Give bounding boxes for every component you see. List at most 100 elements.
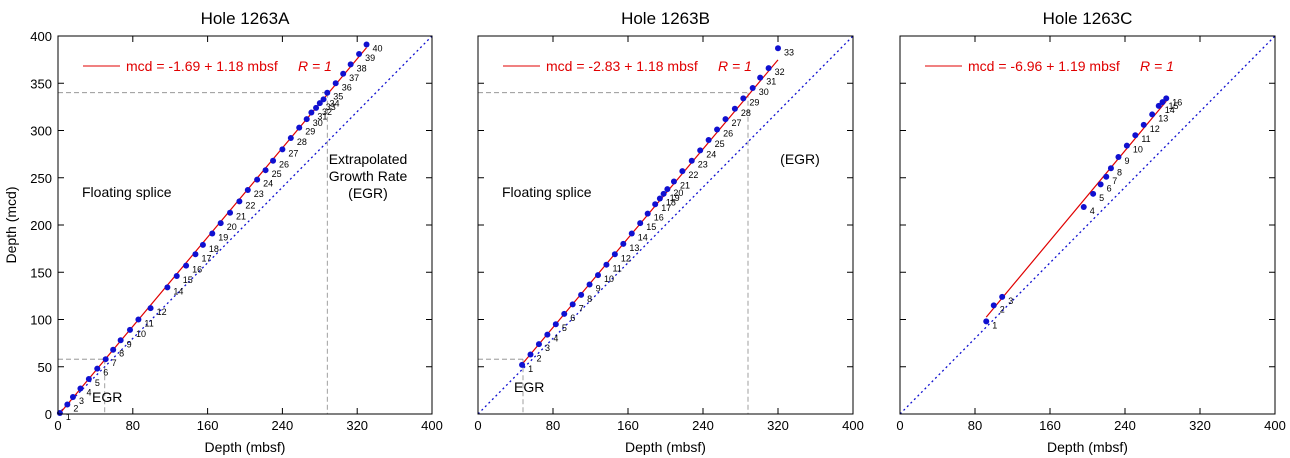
point-label-28: 28 — [297, 137, 307, 147]
data-point-12 — [1140, 121, 1147, 128]
data-point-4 — [544, 331, 551, 338]
data-point-5 — [552, 321, 559, 328]
point-label-21: 21 — [236, 212, 246, 222]
point-label-19: 19 — [670, 193, 680, 203]
chart-title: Hole 1263A — [201, 9, 291, 28]
point-label-3: 3 — [1008, 296, 1013, 306]
y-tick-label-200: 200 — [30, 218, 52, 233]
point-label-1: 1 — [66, 412, 71, 422]
point-label-25: 25 — [715, 139, 725, 149]
x-axis-label: Depth (mbsf) — [625, 439, 706, 455]
data-point-12 — [147, 305, 154, 312]
data-point-10 — [1123, 142, 1130, 149]
y-tick-label-350: 350 — [30, 76, 52, 91]
point-label-39: 39 — [365, 53, 375, 63]
point-label-25: 25 — [272, 169, 282, 179]
point-label-11: 11 — [612, 264, 621, 274]
point-label-20: 20 — [673, 188, 683, 198]
data-point-2 — [64, 401, 71, 408]
data-point-28 — [731, 105, 738, 112]
point-label-18: 18 — [666, 198, 676, 208]
data-point-26 — [270, 157, 277, 164]
point-label-29: 29 — [305, 127, 315, 137]
data-point-6 — [94, 365, 101, 372]
y-tick-label-100: 100 — [30, 313, 52, 328]
floating-splice-label: Floating splice — [82, 184, 172, 200]
data-point-27 — [722, 116, 729, 123]
data-point-9 — [586, 281, 593, 288]
x-tick-label-320: 320 — [767, 418, 789, 433]
point-label-30: 30 — [759, 87, 769, 97]
fit-equation: mcd = -6.96 + 1.19 mbsf — [968, 58, 1120, 74]
point-label-17: 17 — [661, 203, 671, 213]
data-point-29 — [740, 95, 747, 102]
x-tick-label-80: 80 — [546, 418, 560, 433]
data-point-24 — [254, 176, 261, 183]
y-tick-label-50: 50 — [38, 360, 52, 375]
panel-1: Hole 1263A123456789101112141516171819202… — [30, 9, 443, 455]
data-point-1 — [983, 318, 990, 325]
point-label-24: 24 — [263, 179, 273, 189]
point-label-10: 10 — [604, 274, 614, 284]
data-point-2 — [990, 302, 997, 309]
point-label-27: 27 — [732, 118, 742, 128]
data-point-14 — [628, 230, 635, 237]
egr-annotation-line-3: (EGR) — [348, 185, 388, 201]
point-label-8: 8 — [587, 294, 592, 304]
point-label-5: 5 — [562, 323, 567, 333]
point-label-2: 2 — [537, 353, 542, 363]
point-label-10: 10 — [136, 329, 146, 339]
point-label-9: 9 — [127, 339, 132, 349]
point-label-7: 7 — [1112, 176, 1117, 186]
point-label-4: 4 — [1090, 206, 1095, 216]
y-tick-label-300: 300 — [30, 124, 52, 139]
point-label-36: 36 — [342, 82, 352, 92]
point-label-13: 13 — [629, 243, 639, 253]
chart-title: Hole 1263C — [1043, 9, 1133, 28]
point-label-16: 16 — [654, 213, 664, 223]
floating-splice-label: Floating splice — [502, 184, 592, 200]
x-tick-label-0: 0 — [896, 418, 903, 433]
data-point-29 — [296, 124, 303, 131]
y-tick-label-0: 0 — [45, 407, 52, 422]
point-label-12: 12 — [157, 307, 167, 317]
point-label-23: 23 — [698, 160, 708, 170]
point-label-26: 26 — [723, 129, 733, 139]
chart-title: Hole 1263B — [621, 9, 710, 28]
point-label-31: 31 — [766, 77, 776, 87]
data-point-7 — [1103, 173, 1110, 180]
data-point-23 — [688, 157, 695, 164]
data-point-14 — [164, 284, 171, 291]
point-label-26: 26 — [279, 160, 289, 170]
data-point-32 — [765, 65, 772, 72]
data-point-17 — [652, 201, 659, 208]
data-point-19 — [660, 190, 667, 197]
r-value: R = 1 — [298, 58, 332, 74]
data-point-34 — [320, 96, 327, 103]
r-value: R = 1 — [1140, 58, 1174, 74]
x-tick-label-400: 400 — [421, 418, 443, 433]
point-label-8: 8 — [119, 349, 124, 359]
point-label-4: 4 — [86, 387, 91, 397]
data-point-37 — [340, 70, 347, 77]
fit-line — [985, 100, 1167, 318]
data-point-18 — [199, 241, 206, 248]
point-label-1: 1 — [528, 364, 533, 374]
x-tick-label-400: 400 — [1264, 418, 1286, 433]
point-label-14: 14 — [638, 233, 648, 243]
point-label-11: 11 — [1141, 134, 1150, 144]
egr-line — [478, 36, 853, 414]
point-label-17: 17 — [201, 253, 211, 263]
point-label-10: 10 — [1133, 145, 1143, 155]
x-tick-label-0: 0 — [54, 418, 61, 433]
y-axis-label: Depth (mcd) — [3, 186, 19, 263]
point-label-8: 8 — [1117, 167, 1122, 177]
data-point-33 — [316, 100, 323, 107]
data-point-27 — [279, 146, 286, 153]
data-point-11 — [1132, 132, 1139, 139]
point-label-5: 5 — [95, 378, 100, 388]
data-point-23 — [244, 187, 251, 194]
data-point-19 — [209, 230, 216, 237]
